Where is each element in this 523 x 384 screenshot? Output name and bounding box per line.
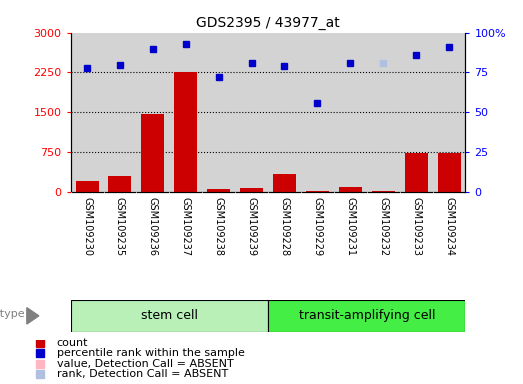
Text: GSM109235: GSM109235 — [115, 197, 125, 256]
Bar — [268, 300, 465, 332]
Text: cell type: cell type — [0, 309, 25, 319]
Text: GSM109232: GSM109232 — [378, 197, 388, 256]
Text: value, Detection Call = ABSENT: value, Detection Call = ABSENT — [57, 359, 233, 369]
Text: GSM109236: GSM109236 — [148, 197, 158, 256]
Text: transit-amplifying cell: transit-amplifying cell — [299, 310, 435, 322]
Text: GSM109231: GSM109231 — [345, 197, 355, 256]
Polygon shape — [27, 308, 39, 324]
Text: GSM109229: GSM109229 — [312, 197, 322, 256]
Bar — [273, 174, 296, 192]
Text: percentile rank within the sample: percentile rank within the sample — [57, 348, 245, 358]
Bar — [71, 300, 268, 332]
Text: rank, Detection Call = ABSENT: rank, Detection Call = ABSENT — [57, 369, 228, 379]
Text: GSM109230: GSM109230 — [82, 197, 92, 256]
Text: GSM109233: GSM109233 — [411, 197, 421, 256]
Title: GDS2395 / 43977_at: GDS2395 / 43977_at — [196, 16, 340, 30]
Bar — [339, 187, 362, 192]
Bar — [174, 73, 197, 192]
Text: GSM109228: GSM109228 — [279, 197, 290, 256]
Text: stem cell: stem cell — [141, 310, 198, 322]
Bar — [108, 175, 131, 192]
Bar — [240, 188, 263, 192]
Bar — [438, 153, 461, 192]
Bar — [372, 191, 395, 192]
Bar — [405, 153, 428, 192]
Bar — [207, 189, 230, 192]
Text: count: count — [57, 338, 88, 348]
Text: GSM109238: GSM109238 — [214, 197, 224, 256]
Text: GSM109237: GSM109237 — [181, 197, 191, 256]
Text: GSM109234: GSM109234 — [444, 197, 454, 256]
Text: GSM109239: GSM109239 — [246, 197, 257, 256]
Bar — [75, 181, 98, 192]
Bar — [141, 114, 164, 192]
